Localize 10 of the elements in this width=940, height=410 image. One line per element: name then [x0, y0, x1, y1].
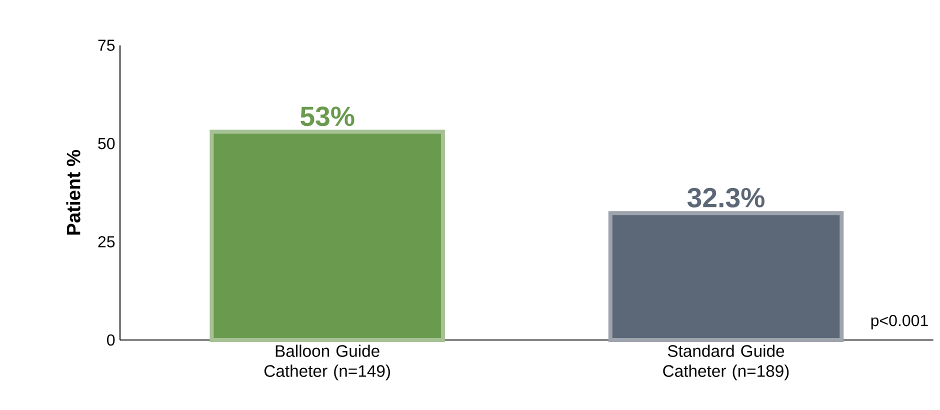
y-tick-label: 0 [107, 334, 115, 346]
y-tick-label: 50 [98, 138, 115, 150]
y-tick-label: 25 [98, 236, 115, 248]
data-label: 53% [300, 106, 354, 126]
annotation: p<0.001 [871, 314, 928, 330]
data-label: 32.3% [687, 188, 764, 208]
x-tick-label: Balloon Guide Catheter (n=149) [264, 344, 390, 380]
y-axis-title: Patient % [66, 150, 80, 235]
y-tick-label: 75 [98, 40, 115, 51]
x-tick-label: Standard Guide Catheter (n=189) [663, 344, 789, 380]
